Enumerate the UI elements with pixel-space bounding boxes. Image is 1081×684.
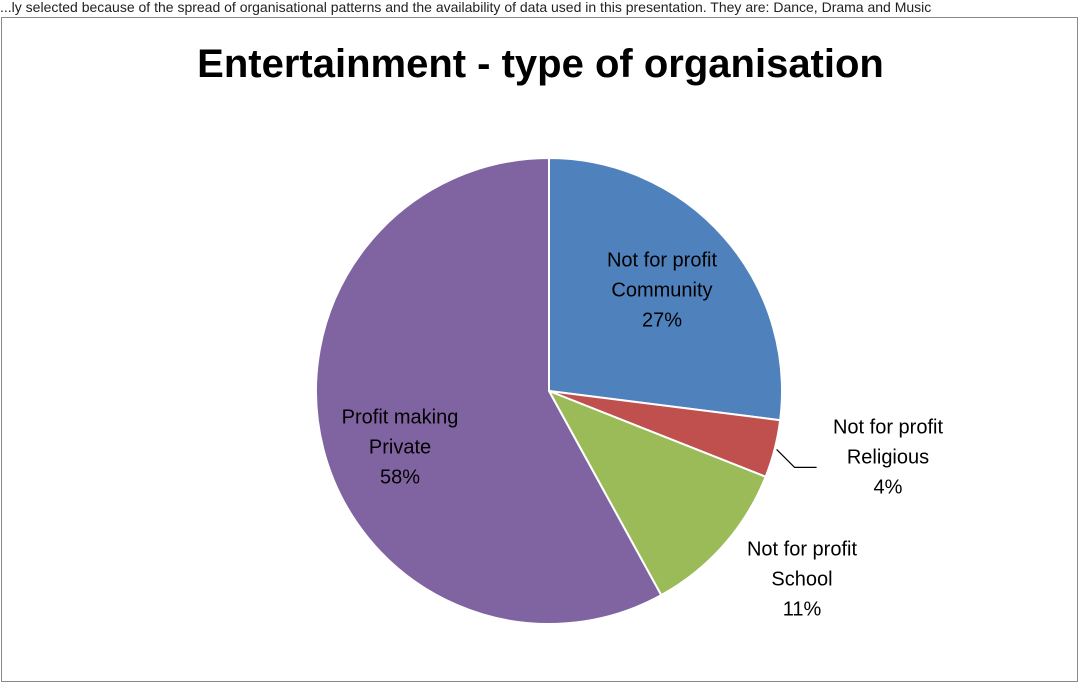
top-caption: ...ly selected because of the spread of …	[0, 0, 932, 15]
slice-label-religious-category: Not for profit	[833, 416, 943, 438]
pie-slice-private	[315, 156, 663, 625]
chart-area: Entertainment - type of organisation Not…	[1, 17, 1078, 682]
slice-label-religious-percent: 4%	[874, 476, 903, 498]
slice-label-community-percent: 27%	[642, 309, 682, 331]
slice-label-religious-name: Religious	[847, 446, 929, 468]
slice-label-private-name: Private	[369, 436, 431, 458]
slice-label-school-category: Not for profit	[747, 538, 857, 560]
slice-label-community-name: Community	[611, 279, 712, 301]
slice-label-school-name: School	[771, 568, 832, 590]
pie-slice-school	[546, 389, 767, 597]
slice-label-private-percent: 58%	[380, 466, 420, 488]
leader-line-religious	[776, 448, 817, 468]
slice-label-community-category: Not for profit	[607, 249, 717, 271]
pie-slice-community	[548, 156, 783, 422]
slice-label-school-percent: 11%	[783, 598, 822, 620]
chart-title: Entertainment - type of organisation	[197, 42, 884, 86]
pie-plot: Not for profit Community 27% Not for profit…	[315, 156, 943, 625]
slice-label-private-category: Profit making	[342, 406, 459, 428]
